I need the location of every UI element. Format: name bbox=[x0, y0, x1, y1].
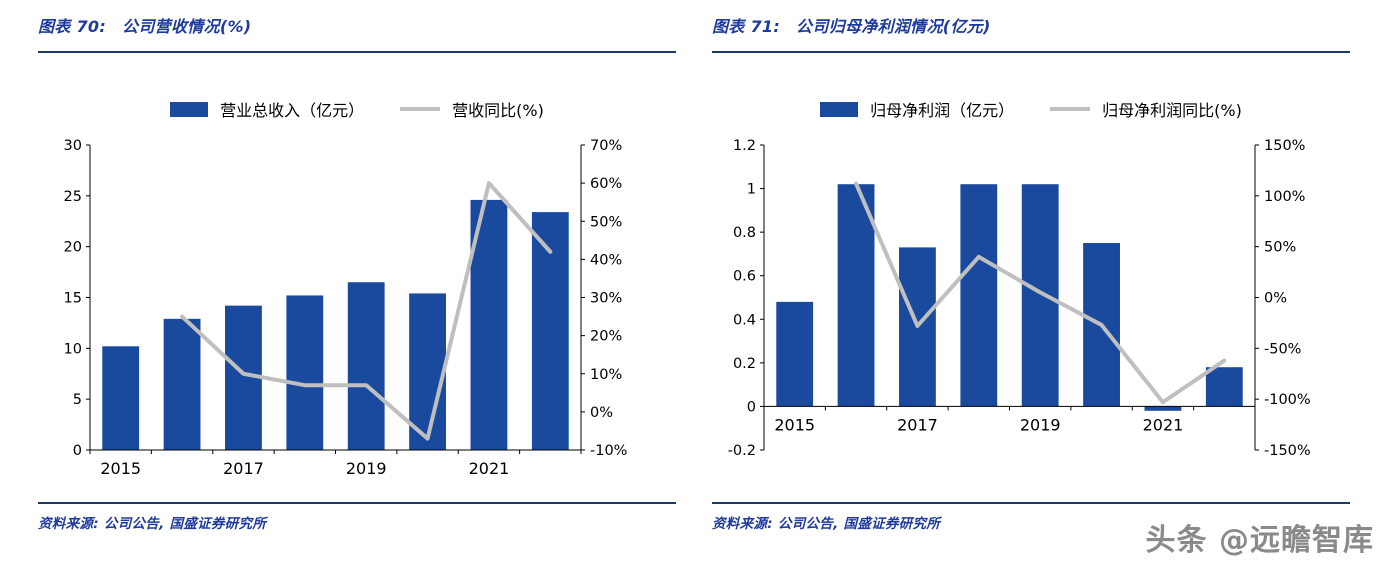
y-axis-label: 15 bbox=[64, 291, 82, 307]
bar bbox=[102, 346, 140, 450]
y2-axis-label: 20% bbox=[590, 329, 622, 345]
revenue-chart: 0 5 10 15 20 25 30 -10% 0% 10% 20% 30% 40% 50% 60% 70% 2… bbox=[64, 138, 628, 478]
watermark: 头条 @远瞻智库 bbox=[1145, 523, 1374, 558]
line-series-swatch-icon bbox=[400, 107, 441, 111]
y2-axis-label: -10% bbox=[590, 443, 627, 459]
y2-axis-label: 30% bbox=[590, 291, 622, 307]
bar bbox=[1021, 184, 1059, 407]
bar bbox=[1205, 367, 1243, 407]
y-axis-label: 25 bbox=[64, 189, 82, 205]
y2-axis-label: -150% bbox=[1264, 443, 1311, 459]
y2-axis-label: 50% bbox=[1264, 240, 1296, 256]
x-axis-label: 2017 bbox=[223, 459, 264, 478]
bar bbox=[776, 301, 814, 407]
y-axis-label: 0 bbox=[73, 443, 82, 459]
bar bbox=[837, 184, 875, 407]
bar bbox=[1144, 406, 1182, 411]
panel-title: 图表 71: 公司归母净利润情况(亿元) bbox=[712, 16, 1350, 38]
net-profit-chart: -0.2 0 0.2 0.4 0.6 0.8 1 1.2 -150% -100% -50% 0% 50%… bbox=[728, 138, 1311, 459]
bar bbox=[409, 293, 446, 450]
x-axis-label: 2015 bbox=[774, 415, 815, 434]
y2-axis-label: 60% bbox=[590, 176, 622, 192]
line-series bbox=[180, 181, 553, 441]
bar-series bbox=[776, 184, 1243, 411]
y-axis-label: 5 bbox=[73, 392, 82, 408]
x-axis-label: 2017 bbox=[897, 415, 938, 434]
y2-axis-label: 10% bbox=[590, 367, 622, 383]
y-axis-label: 10 bbox=[64, 341, 82, 357]
legend-label: 归母净利润同比(%) bbox=[1102, 101, 1242, 120]
bar-series bbox=[102, 199, 569, 450]
y-axis-label: 20 bbox=[64, 240, 82, 256]
bar bbox=[960, 184, 998, 407]
legend-label: 归母净利润（亿元） bbox=[870, 101, 1015, 120]
y2-axis-label: 0% bbox=[590, 405, 613, 421]
line-series bbox=[854, 181, 1227, 405]
y2-axis-label: 70% bbox=[590, 138, 622, 154]
y-axis-label: 0.8 bbox=[733, 225, 756, 241]
y2-axis-label: 150% bbox=[1264, 138, 1305, 154]
legend: 营业总收入（亿元） 营收同比(%) bbox=[38, 97, 676, 121]
x-axis-label: 2015 bbox=[100, 459, 141, 478]
x-axis-label: 2019 bbox=[346, 459, 387, 478]
figure-label: 图表 71: bbox=[712, 17, 781, 36]
chart-panel-net-profit: 图表 71: 公司归母净利润情况(亿元) 归母净利润（亿元） 归母净利润同比(%)… bbox=[712, 16, 1350, 532]
bar bbox=[286, 295, 324, 450]
y-axis-label: 0.2 bbox=[733, 356, 756, 372]
legend-item: 归母净利润同比(%) bbox=[1050, 97, 1242, 121]
source-note: 资料来源: 公司公告, 国盛证券研究所 bbox=[712, 516, 941, 532]
bar bbox=[347, 282, 385, 450]
y2-axis-label: 40% bbox=[590, 252, 622, 268]
legend-item: 营业总收入（亿元） bbox=[170, 97, 364, 121]
y2-axis-label: -100% bbox=[1264, 392, 1311, 408]
chart-panel-revenue: 图表 70: 公司营收情况(%) 营业总收入（亿元） 营收同比(%) 0 5 10 15… bbox=[38, 16, 676, 532]
y-axis-label: -0.2 bbox=[728, 443, 756, 459]
figure-label: 图表 70: bbox=[38, 17, 107, 36]
y-axis-label: 30 bbox=[64, 138, 82, 154]
legend-item: 归母净利润（亿元） bbox=[820, 97, 1014, 121]
source-divider bbox=[712, 502, 1350, 504]
y2-axis-label: 100% bbox=[1264, 189, 1305, 205]
y-axis-label: 1.2 bbox=[733, 138, 756, 154]
bar-series-swatch-icon bbox=[820, 101, 859, 117]
panel-title: 图表 70: 公司营收情况(%) bbox=[38, 16, 676, 38]
line-series-swatch-icon bbox=[1050, 107, 1091, 111]
legend-item: 营收同比(%) bbox=[400, 97, 544, 121]
source-note: 资料来源: 公司公告, 国盛证券研究所 bbox=[38, 516, 267, 532]
legend-label: 营收同比(%) bbox=[452, 101, 544, 120]
y2-axis-label: 0% bbox=[1264, 291, 1287, 307]
y-axis-label: 1 bbox=[747, 182, 756, 198]
y2-axis-label: -50% bbox=[1264, 341, 1301, 357]
legend: 归母净利润（亿元） 归母净利润同比(%) bbox=[712, 97, 1350, 121]
bar-series-swatch-icon bbox=[170, 101, 209, 117]
figure-title: 公司营收情况(%) bbox=[122, 17, 252, 36]
x-axis-label: 2021 bbox=[1143, 415, 1184, 434]
bar bbox=[531, 212, 569, 450]
y-axis-label: 0.4 bbox=[733, 312, 756, 328]
source-divider bbox=[38, 502, 676, 504]
bar bbox=[163, 318, 201, 450]
figure-title: 公司归母净利润情况(亿元) bbox=[796, 17, 991, 36]
title-divider bbox=[712, 51, 1350, 53]
y-axis-label: 0.6 bbox=[733, 269, 756, 285]
legend-label: 营业总收入（亿元） bbox=[220, 101, 365, 120]
y-axis-label: 0 bbox=[747, 399, 756, 415]
title-divider bbox=[38, 51, 676, 53]
x-axis-label: 2021 bbox=[469, 459, 510, 478]
y2-axis-label: 50% bbox=[590, 214, 622, 230]
x-axis-label: 2019 bbox=[1020, 415, 1061, 434]
